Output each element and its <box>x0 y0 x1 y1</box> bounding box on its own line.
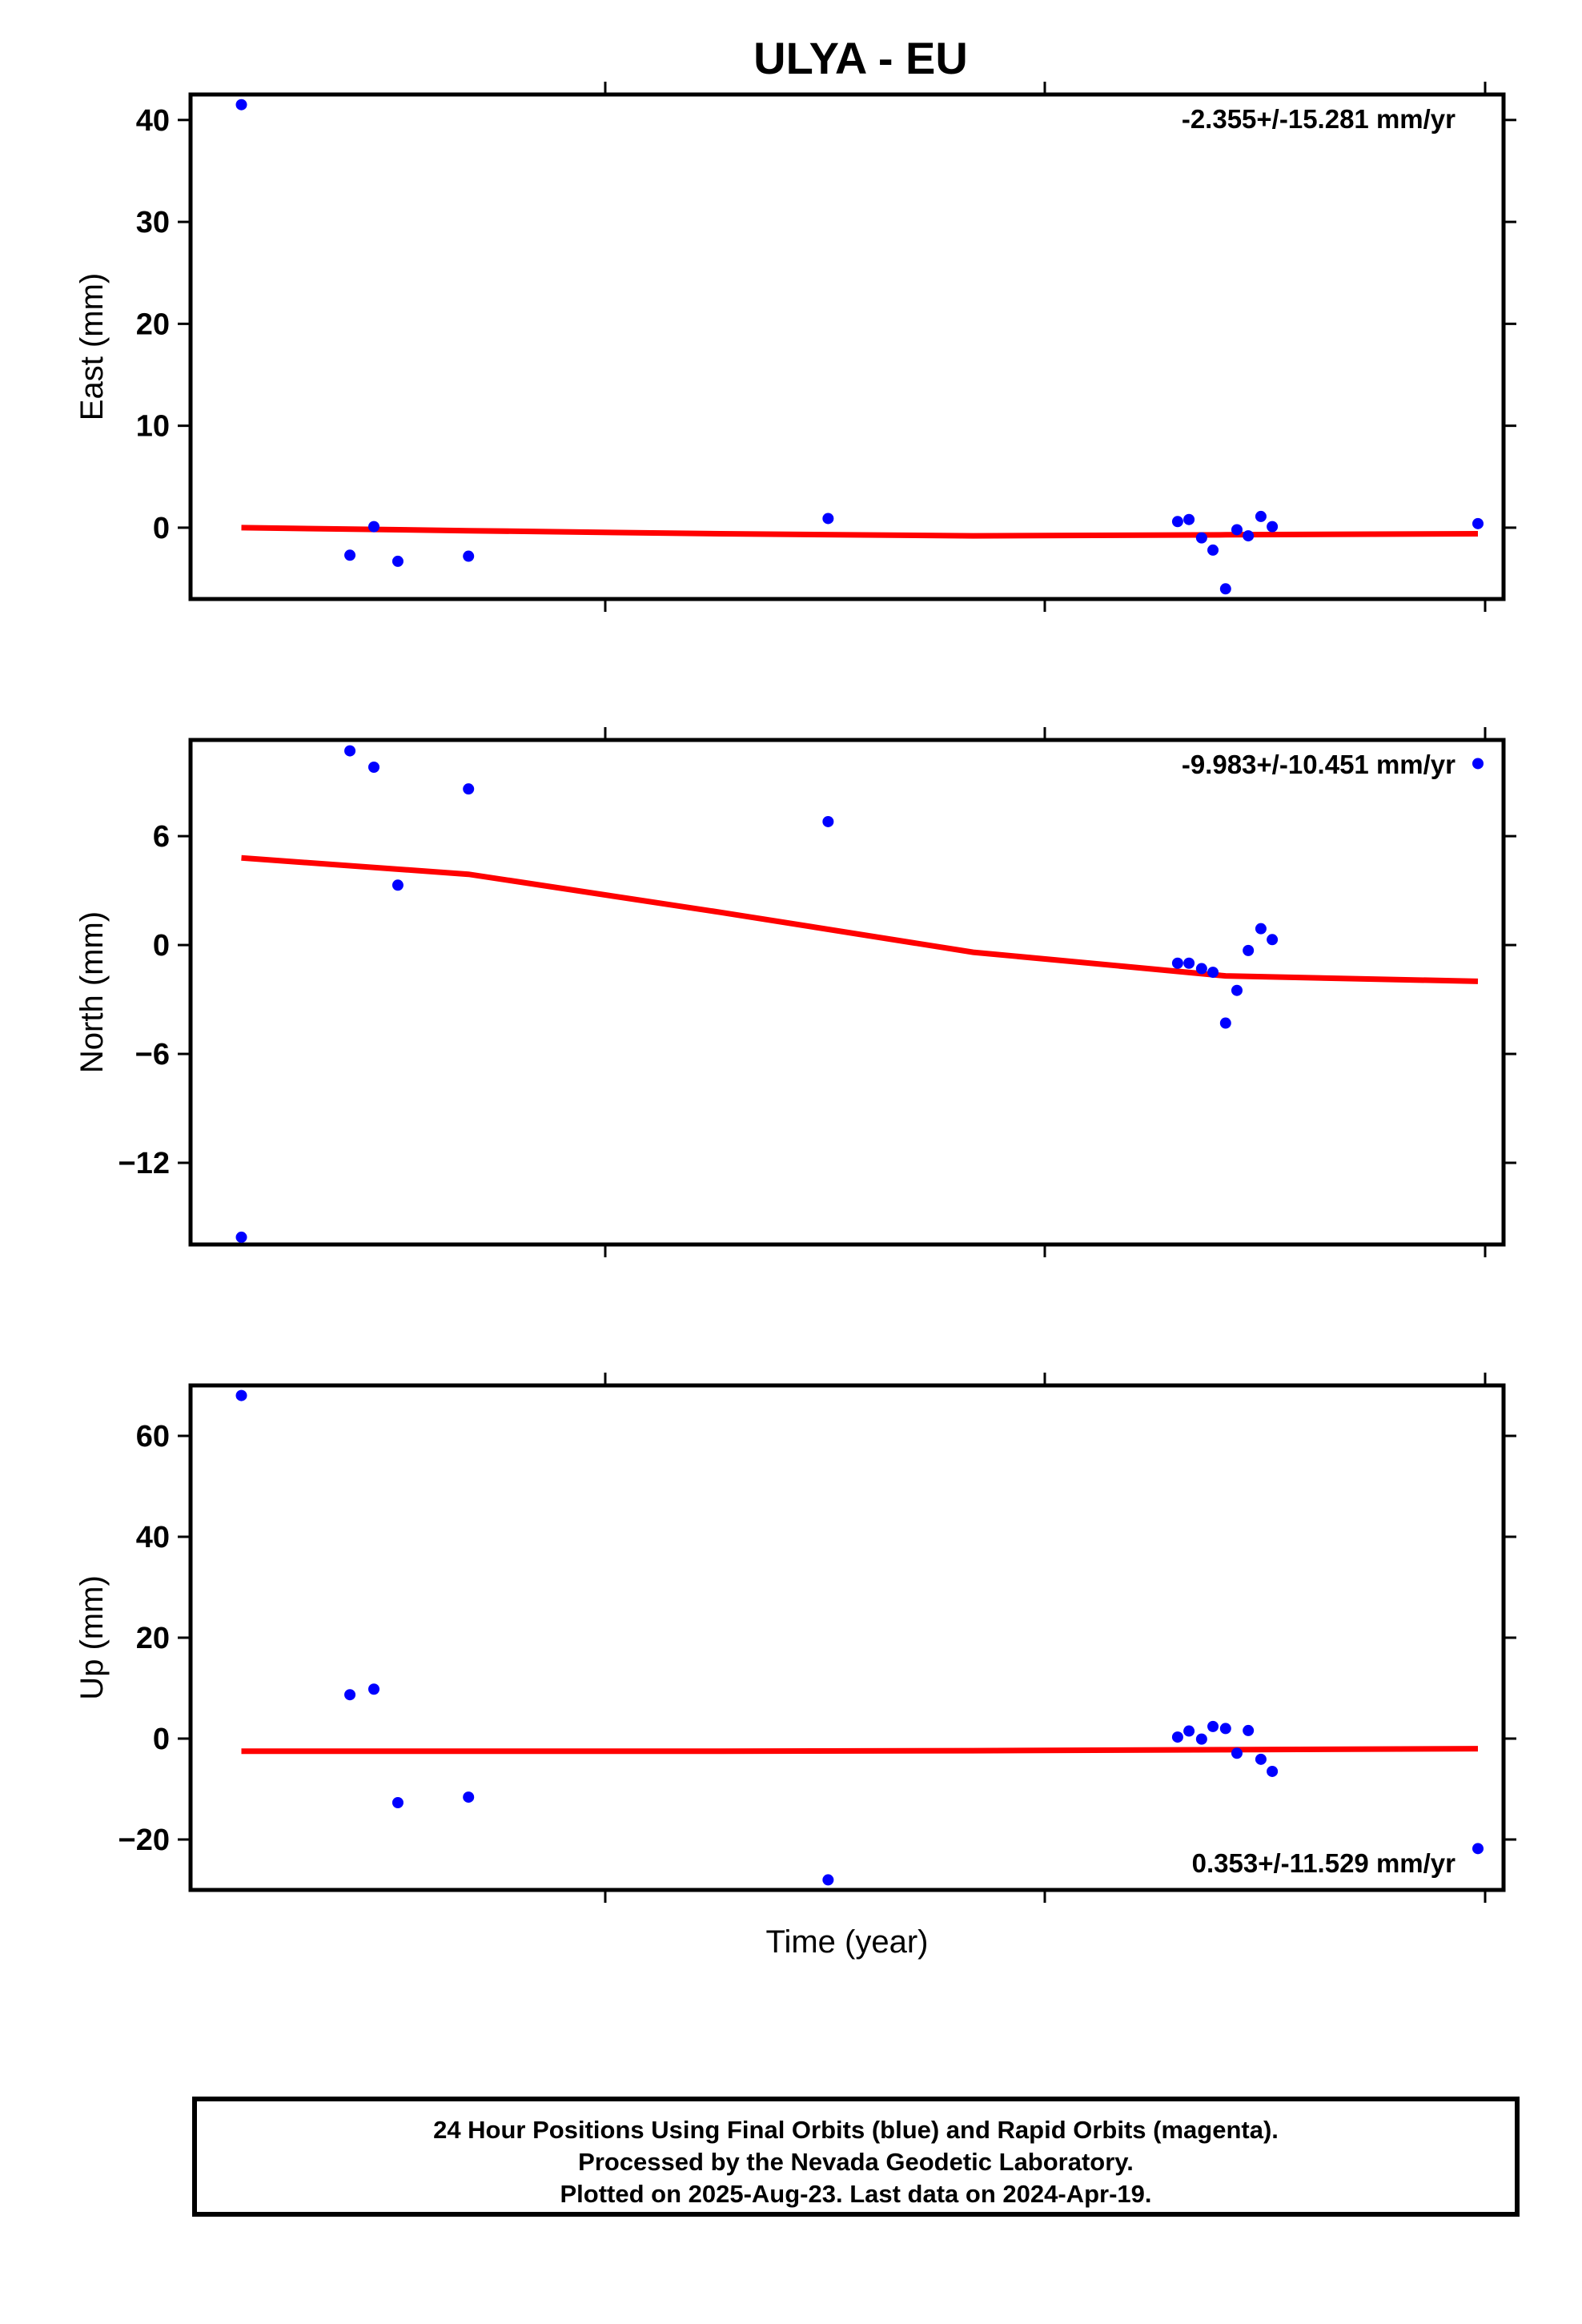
data-point <box>1183 513 1195 525</box>
fit-line <box>241 1746 1479 1755</box>
data-point <box>235 1389 247 1401</box>
data-point <box>1243 1724 1255 1736</box>
data-point <box>344 1689 356 1701</box>
data-point <box>1231 984 1243 996</box>
data-point <box>1231 1747 1243 1759</box>
data-point <box>1183 957 1195 969</box>
data-point <box>1231 524 1243 536</box>
data-point <box>1171 516 1183 528</box>
data-point <box>368 761 379 773</box>
data-point <box>1255 510 1267 522</box>
rate-annotation: -9.983+/-10.451 mm/yr <box>1182 750 1456 779</box>
footer-line-3: Plotted on 2025-Aug-23. Last data on 202… <box>560 2180 1152 2208</box>
plot-frame-2 <box>188 738 1506 1247</box>
data-point <box>1472 517 1484 529</box>
data-point <box>463 783 475 795</box>
y-tick-label: 40 <box>136 104 170 138</box>
data-point <box>463 1791 475 1803</box>
data-point <box>1255 1753 1267 1765</box>
footer-line-2: Processed by the Nevada Geodetic Laborat… <box>578 2148 1134 2176</box>
data-point <box>1472 758 1484 770</box>
y-tick-label: 0 <box>153 929 170 963</box>
data-point <box>235 1231 247 1243</box>
data-point <box>1207 544 1219 556</box>
data-point <box>1243 530 1255 542</box>
data-point <box>1267 934 1279 946</box>
data-point <box>1219 583 1231 595</box>
plot-frame-3 <box>188 1383 1506 1892</box>
data-point <box>344 549 356 561</box>
y-tick-label: 30 <box>136 206 170 239</box>
data-point <box>1195 963 1207 975</box>
data-point <box>1171 1731 1183 1743</box>
data-point <box>1219 1017 1231 1029</box>
data-point <box>1195 1733 1207 1745</box>
data-point <box>368 521 379 533</box>
chart-title: ULYA - EU <box>753 33 968 83</box>
y-tick-label: 10 <box>136 410 170 444</box>
data-point <box>822 1874 834 1886</box>
y-axis-label: North (mm) <box>74 911 110 1073</box>
data-point <box>1267 1765 1279 1777</box>
data-point <box>344 745 356 757</box>
y-tick-label: 0 <box>153 1723 170 1756</box>
y-tick-label: 6 <box>153 820 170 854</box>
data-point <box>463 550 475 562</box>
data-point <box>1255 923 1267 935</box>
y-axis-label: East (mm) <box>74 273 110 420</box>
y-axis-label: Up (mm) <box>74 1575 110 1700</box>
y-tick-label: 20 <box>136 308 170 341</box>
fit-line <box>241 525 1479 539</box>
data-point <box>1243 944 1255 956</box>
data-point <box>1207 967 1219 979</box>
y-tick-label: −12 <box>118 1147 170 1180</box>
data-point <box>235 99 247 111</box>
footer-box: 24 Hour Positions Using Final Orbits (bl… <box>192 2097 1520 2217</box>
data-point <box>1219 1723 1231 1735</box>
y-tick-label: 20 <box>136 1622 170 1655</box>
data-point <box>391 555 404 567</box>
data-point <box>822 815 834 827</box>
fit-line <box>241 854 1479 984</box>
footer-line-1: 24 Hour Positions Using Final Orbits (bl… <box>433 2116 1279 2144</box>
data-point <box>1195 532 1207 544</box>
data-point <box>391 1797 404 1809</box>
y-tick-label: −20 <box>118 1823 170 1857</box>
data-point <box>1171 957 1183 969</box>
data-point <box>1472 1843 1484 1855</box>
data-point <box>1183 1725 1195 1737</box>
plot-frame-1 <box>188 92 1506 601</box>
y-tick-label: 40 <box>136 1521 170 1554</box>
x-axis-label: Time (year) <box>766 1924 929 1960</box>
y-tick-label: −6 <box>135 1038 170 1072</box>
data-point <box>368 1683 379 1695</box>
data-point <box>1207 1720 1219 1732</box>
data-point <box>822 513 834 525</box>
data-point <box>391 879 404 891</box>
y-tick-label: 60 <box>136 1420 170 1454</box>
data-point <box>1267 521 1279 533</box>
rate-annotation: 0.353+/-11.529 mm/yr <box>1192 1848 1456 1878</box>
y-tick-label: 0 <box>153 512 170 545</box>
rate-annotation: -2.355+/-15.281 mm/yr <box>1182 104 1456 134</box>
